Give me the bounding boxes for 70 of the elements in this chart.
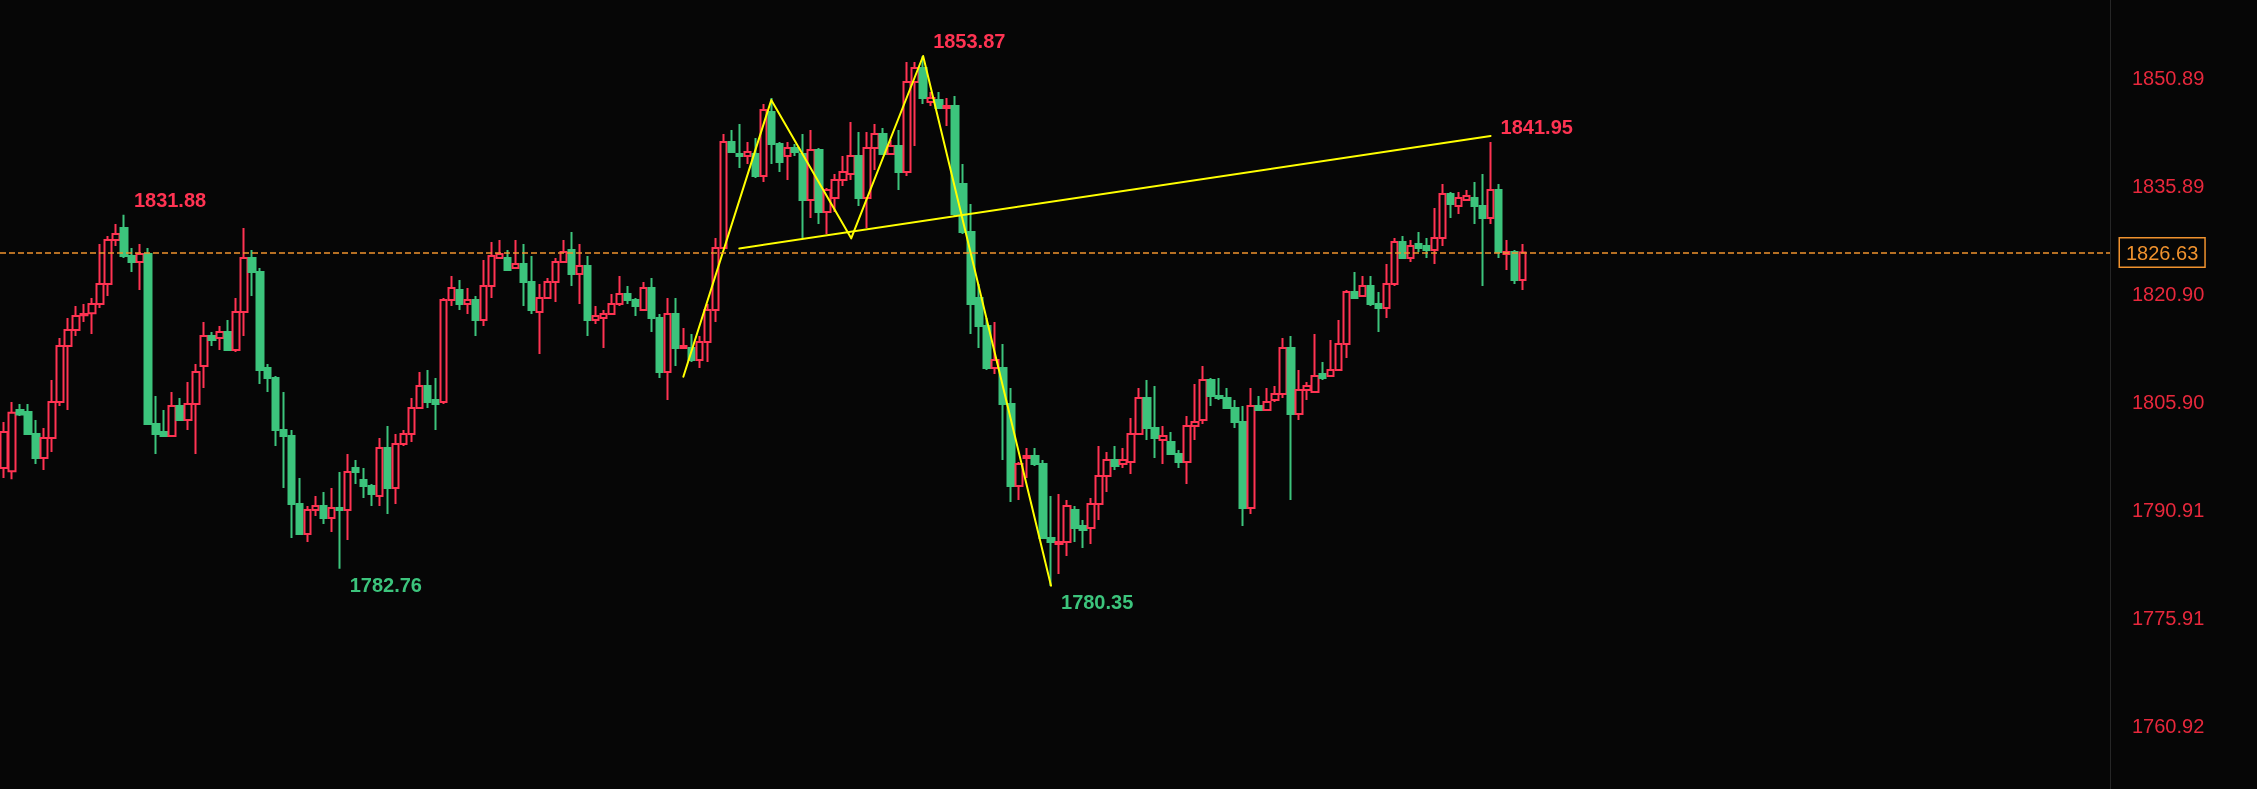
candlestick [455, 278, 464, 311]
candlestick [319, 490, 328, 525]
candlestick [806, 129, 816, 220]
candlestick [854, 130, 864, 207]
candlestick [1406, 238, 1415, 264]
y-tick-label: 1835.89 [2132, 174, 2205, 197]
candlestick [1494, 182, 1503, 259]
candlestick [878, 126, 888, 156]
candlestick [215, 324, 225, 351]
candlestick [463, 286, 472, 315]
candlestick [327, 486, 336, 533]
text: 1853.87 [933, 30, 1006, 53]
candlestick [1398, 235, 1407, 259]
candlestick [1158, 424, 1168, 466]
candlestick [1446, 190, 1455, 220]
candlestick [503, 248, 512, 271]
candlestick [1358, 275, 1367, 297]
candlestick [886, 138, 896, 156]
y-tick-label: 1850.89 [2132, 66, 2205, 89]
candlestick [1318, 361, 1327, 382]
candlestick [167, 390, 177, 437]
candlestick [735, 122, 744, 169]
candlestick [783, 140, 792, 181]
candlestick [942, 97, 952, 127]
candlestick [207, 330, 217, 347]
candlestick [335, 470, 344, 570]
candlestick [375, 436, 384, 507]
candlestick [583, 254, 592, 337]
text: 1841.95 [1500, 116, 1573, 139]
text: 1782.76 [349, 573, 422, 596]
text: 1780.35 [1061, 591, 1134, 614]
candlestick [1254, 395, 1264, 411]
candlestick [471, 294, 480, 337]
candlestick [663, 297, 672, 401]
candlestick [575, 242, 584, 305]
candlestick [383, 424, 392, 515]
candlestick [135, 242, 145, 291]
candlestick [751, 137, 760, 180]
candlestick [1110, 445, 1120, 472]
y-tick-label: 1760.92 [2132, 715, 2205, 738]
candlestick [1022, 447, 1032, 480]
candlestick [351, 458, 360, 485]
candlestick [1286, 334, 1296, 502]
candlestick [1014, 461, 1024, 502]
candlestick [1518, 243, 1527, 291]
candlestick [175, 396, 185, 421]
y-tick-label: 1775.91 [2132, 607, 2205, 630]
candlestick [934, 90, 944, 109]
y-tick-label: 1805.90 [2132, 390, 2205, 413]
candlestick [1486, 141, 1495, 225]
candlestick [679, 326, 688, 350]
candlestick [743, 140, 752, 165]
candlestick [894, 129, 904, 191]
y-tick-label: 1790.91 [2132, 498, 2205, 521]
candlestick [727, 129, 736, 153]
candlestick [567, 230, 576, 287]
candlestick [1350, 270, 1359, 299]
candlestick [639, 281, 648, 311]
y-tick-label: 1820.90 [2132, 282, 2205, 305]
candlestick [814, 146, 824, 225]
candlestick [223, 318, 233, 351]
candlestick [199, 320, 209, 389]
candlestick [1246, 387, 1256, 515]
text: 1831.88 [133, 188, 207, 211]
candlestick [511, 238, 520, 269]
ref-line-label: 1826.63 [2126, 241, 2199, 264]
candlestick [671, 297, 680, 367]
candlestick [1006, 387, 1016, 504]
candlestick [343, 452, 352, 541]
candlestick [1510, 249, 1519, 286]
